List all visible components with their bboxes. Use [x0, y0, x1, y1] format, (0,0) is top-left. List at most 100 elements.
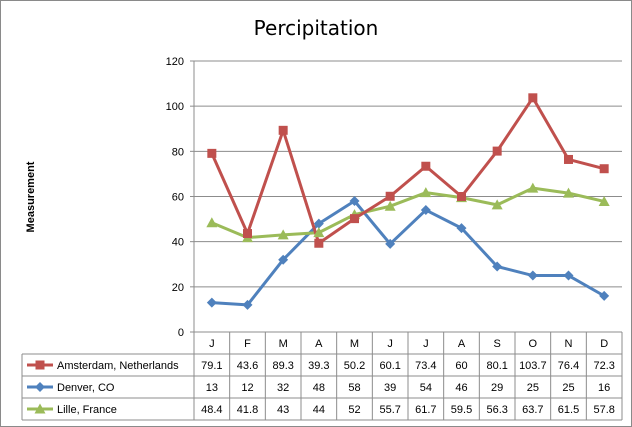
y-tick-label: 40	[172, 237, 184, 249]
data-point	[278, 125, 288, 135]
table-cell-value: 55.7	[379, 404, 400, 416]
legend-label: Amsterdam, Netherlands	[57, 360, 179, 372]
y-tick-label: 120	[166, 56, 184, 68]
data-point	[385, 238, 396, 249]
table-cell-value: 60.1	[379, 360, 400, 372]
table-cell-value: 76.4	[558, 360, 579, 372]
y-tick-label: 0	[178, 327, 184, 339]
chart-title: Percipitation	[254, 16, 379, 40]
y-tick-label: 80	[172, 146, 184, 158]
table-cell-value: 73.4	[415, 360, 436, 372]
y-tick-label: 100	[166, 101, 184, 113]
table-cell-value: 57.8	[593, 404, 614, 416]
series-line	[210, 186, 606, 240]
table-cell-value: 103.7	[519, 360, 547, 372]
data-point	[420, 205, 431, 216]
data-point	[384, 200, 396, 211]
table-cell-value: 52	[348, 404, 360, 416]
y-tick-label: 60	[172, 192, 184, 204]
data-point	[206, 297, 217, 308]
legend-marker	[35, 382, 45, 392]
table-cell-value: 56.3	[486, 404, 507, 416]
table-cell-value: 59.5	[451, 404, 472, 416]
x-tick-label: J	[387, 338, 393, 350]
table-cell-value: 48	[313, 382, 325, 394]
data-point	[277, 229, 289, 240]
table-cell-value: 41.8	[237, 404, 258, 416]
data-point	[349, 196, 360, 207]
table-cell-value: 39.3	[308, 360, 329, 372]
data-point	[527, 182, 539, 193]
data-point	[528, 93, 538, 103]
x-tick-label: N	[565, 338, 573, 350]
data-point	[278, 254, 289, 265]
table-cell-value: 48.4	[201, 404, 222, 416]
data-point	[207, 148, 217, 158]
table-cell-value: 63.7	[522, 404, 543, 416]
data-point	[385, 191, 395, 201]
series-line	[210, 199, 606, 307]
data-point	[491, 199, 503, 210]
legend-marker	[34, 403, 46, 414]
x-tick-label: J	[209, 338, 215, 350]
y-tick-label: 20	[172, 282, 184, 294]
legend-marker	[35, 360, 45, 370]
data-point	[242, 299, 253, 310]
table-cell-value: 54	[420, 382, 432, 394]
x-tick-label: O	[529, 338, 538, 350]
data-point	[598, 195, 610, 206]
data-point	[527, 270, 538, 281]
table-cell-value: 89.3	[272, 360, 293, 372]
table-cell-value: 61.5	[558, 404, 579, 416]
series-line	[210, 96, 606, 245]
data-point	[313, 218, 324, 229]
table-cell-value: 60	[455, 360, 467, 372]
x-tick-label: A	[458, 338, 466, 350]
x-tick-label: M	[279, 338, 288, 350]
table-cell-value: 39	[384, 382, 396, 394]
x-tick-label: A	[315, 338, 323, 350]
table-cell-value: 46	[455, 382, 467, 394]
table-cell-value: 12	[241, 382, 253, 394]
data-point	[243, 229, 252, 239]
table-cell-value: 80.1	[486, 360, 507, 372]
legend-label: Lille, France	[57, 404, 117, 416]
x-tick-label: M	[350, 338, 359, 350]
data-point	[421, 161, 431, 171]
table-cell-value: 44	[313, 404, 325, 416]
x-tick-label: J	[423, 338, 429, 350]
data-point	[420, 187, 432, 198]
table-cell-value: 61.7	[415, 404, 436, 416]
data-point	[563, 187, 574, 198]
data-point	[313, 227, 325, 238]
table-cell-value: 43	[277, 404, 289, 416]
x-tick-label: D	[600, 338, 608, 350]
table-cell-value: 29	[491, 382, 503, 394]
y-axis-label: Measurement	[25, 161, 37, 232]
data-point	[492, 261, 503, 272]
table-cell-value: 50.2	[344, 360, 365, 372]
data-point	[599, 290, 610, 301]
legend-label: Denver, CO	[57, 382, 115, 394]
table-cell-value: 79.1	[201, 360, 222, 372]
x-tick-label: F	[244, 338, 251, 350]
data-point	[599, 164, 609, 174]
x-tick-label: S	[493, 338, 500, 350]
table-cell-value: 32	[277, 382, 289, 394]
data-point	[456, 223, 467, 234]
table-cell-value: 72.3	[593, 360, 614, 372]
data-point	[564, 154, 573, 164]
table-cell-value: 25	[527, 382, 539, 394]
table-cell-value: 16	[598, 382, 610, 394]
table-cell-value: 25	[562, 382, 574, 394]
data-point	[492, 146, 502, 156]
table-cell-value: 13	[206, 382, 218, 394]
data-point	[350, 214, 359, 224]
data-point	[563, 270, 574, 281]
data-point	[206, 217, 218, 228]
data-point	[457, 192, 466, 201]
table-cell-value: 43.6	[237, 360, 258, 372]
table-cell-value: 58	[348, 382, 360, 394]
